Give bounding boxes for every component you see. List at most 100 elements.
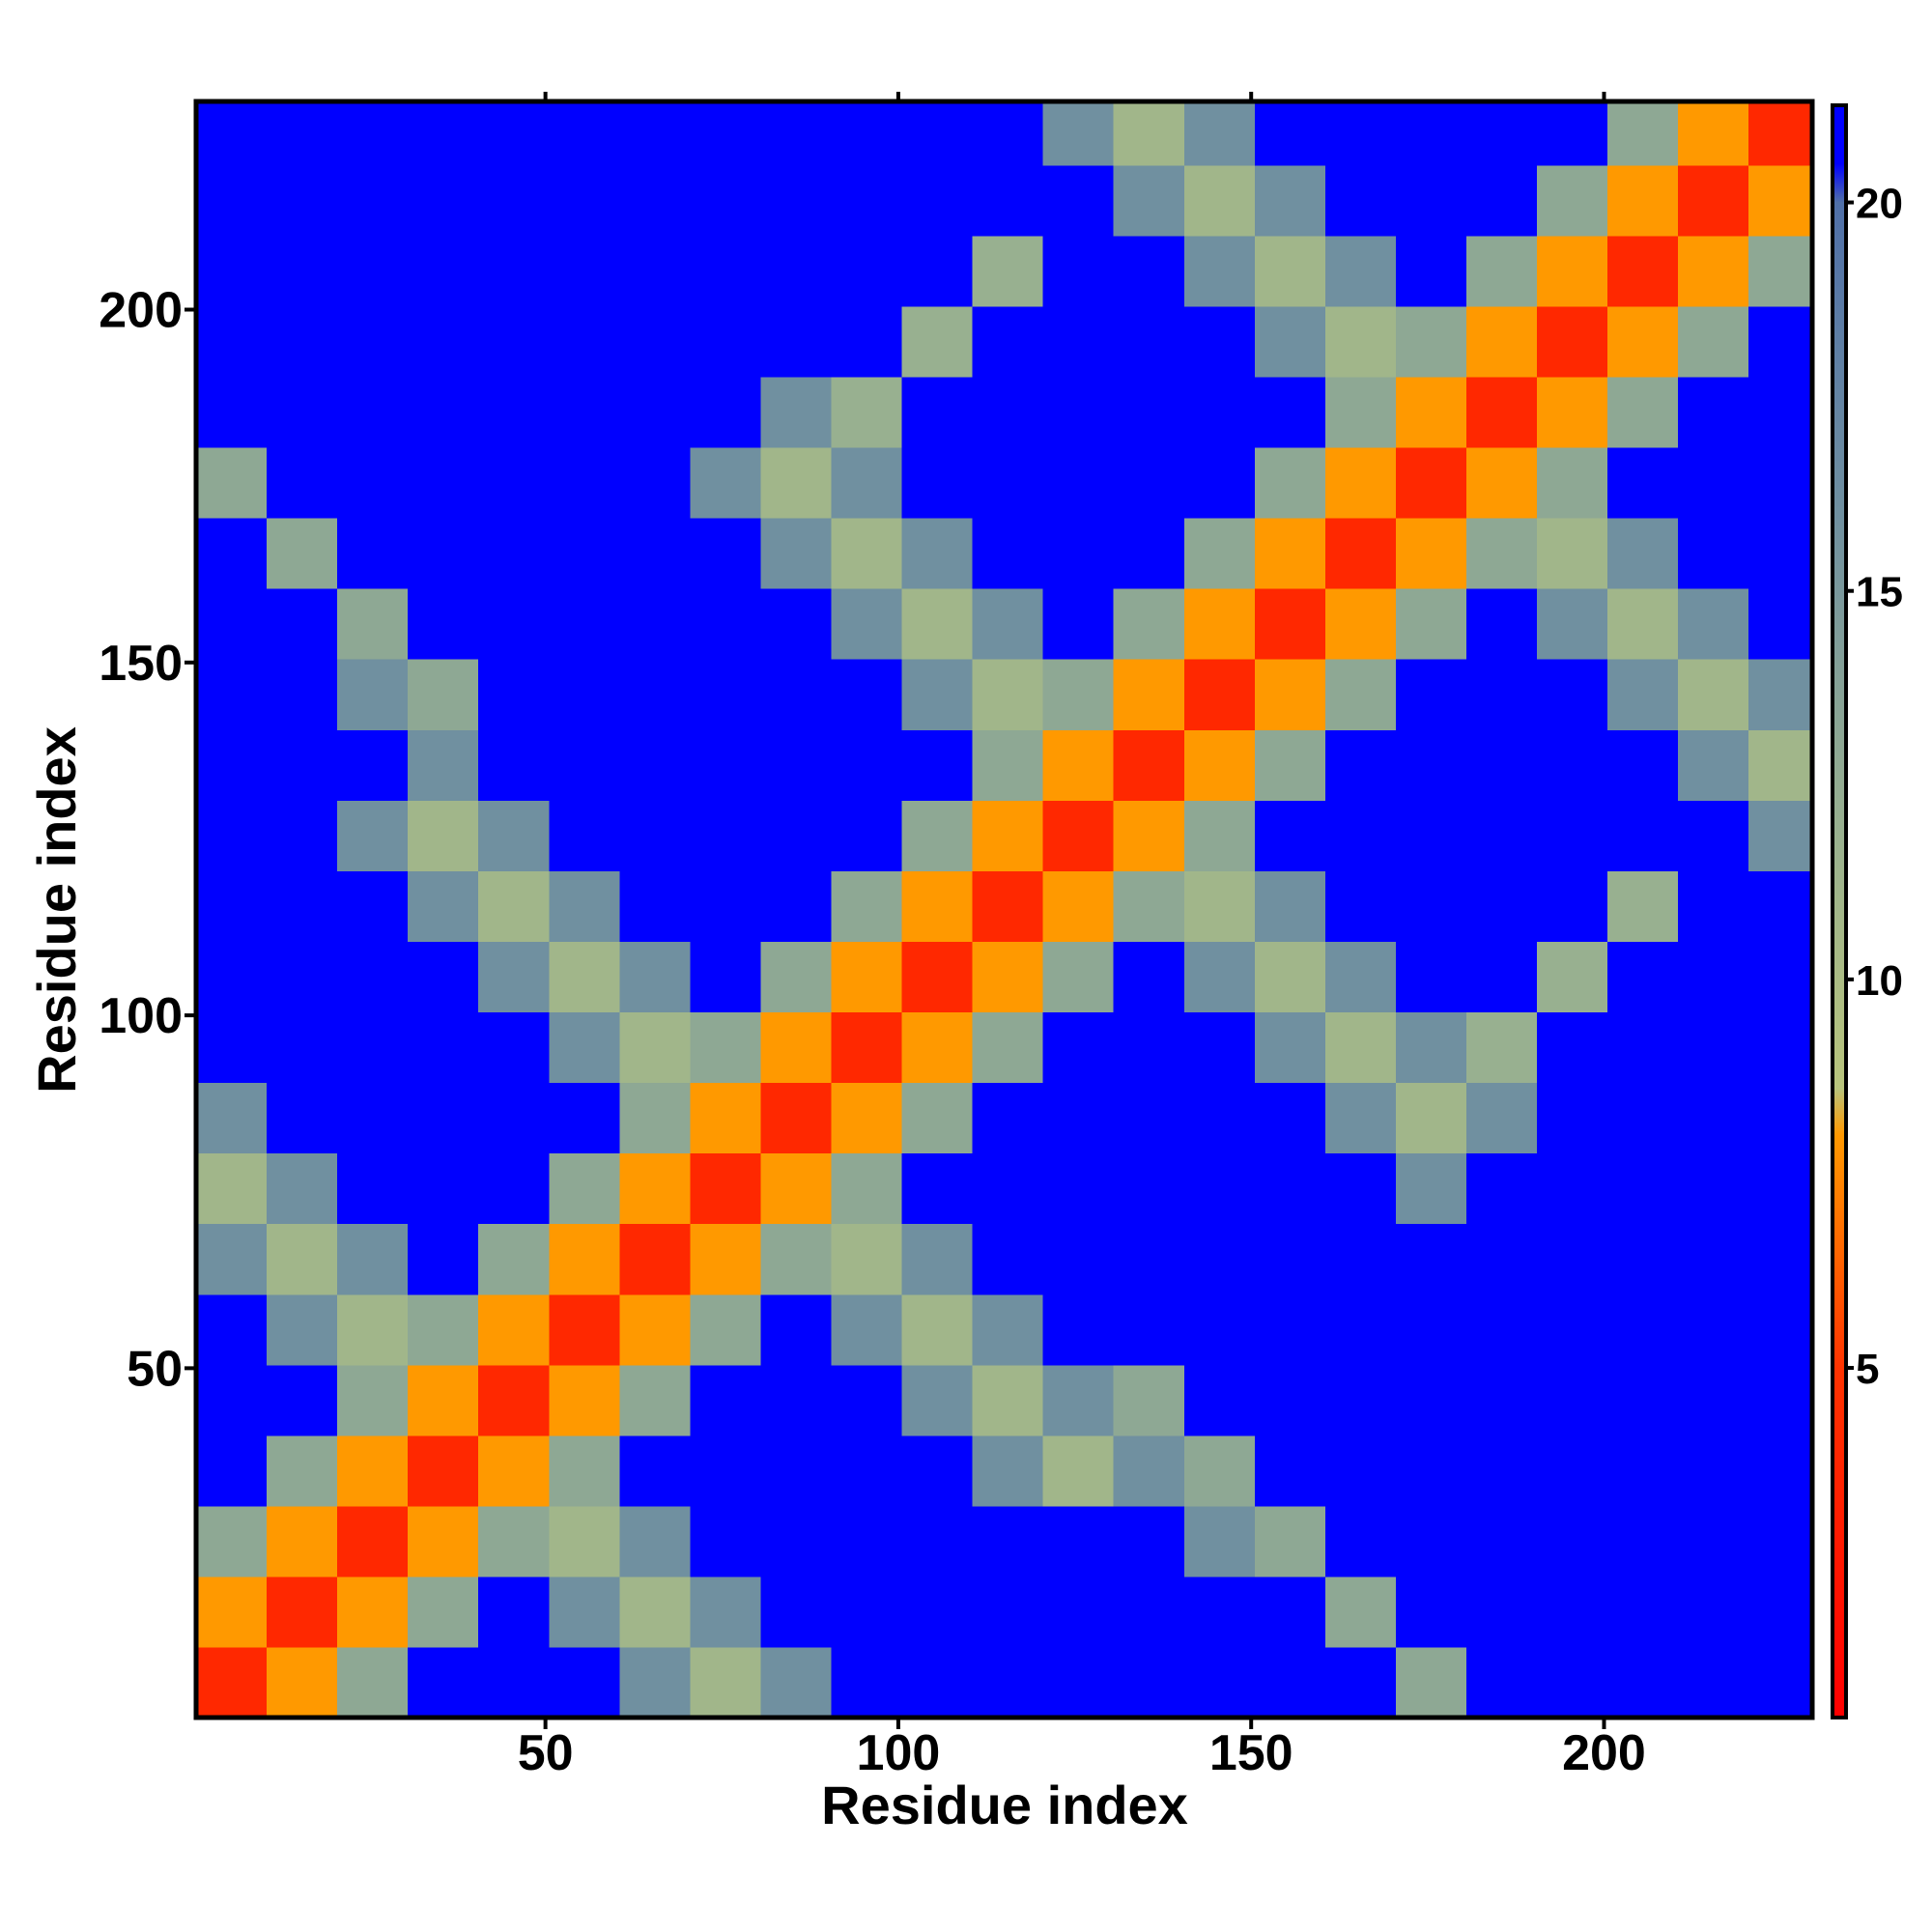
heatmap-cell [196, 1646, 268, 1719]
heatmap-cell [1254, 164, 1326, 237]
heatmap-cell [1537, 1223, 1608, 1295]
heatmap-cell [1466, 729, 1538, 801]
heatmap-cell [972, 376, 1044, 448]
heatmap-cell [337, 305, 409, 378]
heatmap-cell [1466, 376, 1538, 448]
heatmap-cell [478, 164, 550, 237]
heatmap-cell [1042, 1505, 1115, 1577]
heatmap-cell [901, 164, 974, 237]
heatmap-cell [1042, 518, 1115, 589]
heatmap-cell [1537, 305, 1608, 378]
heatmap-cell [1748, 376, 1813, 448]
heatmap-cell [831, 1293, 903, 1366]
heatmap-cell [337, 376, 409, 448]
heatmap-cell [196, 1152, 268, 1225]
heatmap-cell [196, 1364, 268, 1436]
heatmap-cell [831, 1646, 903, 1719]
heatmap-cell [831, 1011, 903, 1084]
heatmap-cell [1678, 800, 1749, 871]
heatmap-cell [901, 870, 974, 942]
heatmap-cell [267, 1364, 338, 1436]
heatmap-cell [196, 588, 268, 660]
heatmap-cell [408, 1152, 479, 1225]
heatmap-cell [549, 235, 620, 307]
heatmap-cell [1183, 101, 1256, 166]
heatmap-cell [972, 235, 1044, 307]
heatmap-cell [972, 941, 1044, 1013]
heatmap-cell [196, 870, 268, 942]
heatmap-cell [1607, 518, 1679, 589]
heatmap-cell [408, 518, 479, 589]
heatmap-cell [337, 518, 409, 589]
heatmap-cell [267, 941, 338, 1013]
heatmap-cell [831, 164, 903, 237]
heatmap-cell [901, 1364, 974, 1436]
heatmap-cell [1113, 518, 1185, 589]
heatmap-cell [1042, 446, 1115, 519]
heatmap-cell [619, 1646, 691, 1719]
heatmap-cell [972, 446, 1044, 519]
heatmap-cell [1113, 1152, 1185, 1225]
heatmap-cell [337, 1505, 409, 1577]
heatmap-cell [337, 1293, 409, 1366]
heatmap-cell [760, 101, 833, 166]
heatmap-cell [1678, 588, 1749, 660]
heatmap-cell [690, 446, 762, 519]
heatmap-cell [760, 870, 833, 942]
heatmap-cell [1324, 1364, 1397, 1436]
heatmap-cell [901, 305, 974, 378]
heatmap-cell [1748, 305, 1813, 378]
heatmap-cell [478, 1505, 550, 1577]
heatmap-cell [1395, 305, 1467, 378]
heatmap-cell [549, 1646, 620, 1719]
heatmap-cell [1607, 1505, 1679, 1577]
heatmap-cell [1748, 1293, 1813, 1366]
heatmap-cell [901, 1152, 974, 1225]
heatmap-cell [1183, 1364, 1256, 1436]
heatmap-cell [1324, 1223, 1397, 1295]
heatmap-cell [408, 1223, 479, 1295]
heatmap-cell [972, 1576, 1044, 1648]
heatmap-cell [1748, 729, 1813, 801]
heatmap-cell [1678, 1223, 1749, 1295]
heatmap-cell [1324, 376, 1397, 448]
heatmap-cell [619, 659, 691, 730]
heatmap-cell [1183, 870, 1256, 942]
heatmap-cell [1254, 1364, 1326, 1436]
heatmap-cell [1607, 101, 1679, 166]
heatmap-cell [1678, 1364, 1749, 1436]
heatmap-cell [408, 446, 479, 519]
colorbar-tick-label: 5 [1856, 1346, 1879, 1393]
heatmap-cell [1254, 446, 1326, 519]
heatmap-cell [690, 235, 762, 307]
heatmap-cell [408, 800, 479, 871]
heatmap-cell [1678, 101, 1749, 166]
heatmap-cell [1466, 1293, 1538, 1366]
heatmap-cell [408, 164, 479, 237]
heatmap-cell [549, 1293, 620, 1366]
heatmap-cell [1748, 588, 1813, 660]
heatmap-cell [690, 1364, 762, 1436]
heatmap-cell [1678, 1293, 1749, 1366]
heatmap-cell [760, 588, 833, 660]
heatmap-cell [267, 1435, 338, 1507]
heatmap-cell [1395, 164, 1467, 237]
heatmap-cell [1466, 1364, 1538, 1436]
heatmap-cell [267, 446, 338, 519]
heatmap-cell [972, 588, 1044, 660]
heatmap-cell [1395, 1152, 1467, 1225]
heatmap-cell [901, 518, 974, 589]
heatmap-cell [1748, 101, 1813, 166]
heatmap-cell [619, 1152, 691, 1225]
heatmap-cell [549, 1435, 620, 1507]
heatmap-cell [972, 1646, 1044, 1719]
heatmap-cell [549, 1152, 620, 1225]
heatmap-cell [901, 1082, 974, 1154]
heatmap-cell [1113, 729, 1185, 801]
heatmap-cell [267, 870, 338, 942]
heatmap-cell [1466, 941, 1538, 1013]
heatmap-cell [1607, 1152, 1679, 1225]
heatmap-cell [196, 1576, 268, 1648]
heatmap-cell [267, 235, 338, 307]
heatmap-cell [760, 1011, 833, 1084]
